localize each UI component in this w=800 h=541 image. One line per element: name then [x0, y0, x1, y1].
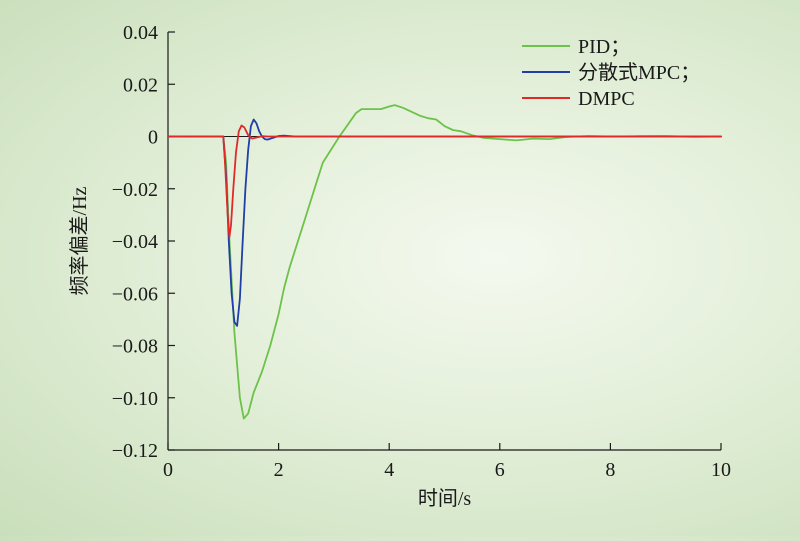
y-tick-label: 0	[148, 127, 158, 149]
x-tick-label: 10	[711, 459, 731, 481]
legend: PID； 分散式MPC； DMPC	[522, 36, 700, 110]
y-tick-label: −0.10	[112, 388, 158, 410]
series-line-0	[167, 104, 722, 420]
series-lines	[167, 104, 722, 420]
y-axis-title: 频率偏差/Hz	[68, 186, 91, 295]
y-tick-label: −0.06	[112, 283, 158, 305]
x-tick-label: 4	[384, 459, 394, 481]
y-tick-label: 0.04	[123, 22, 158, 44]
x-tick-label: 2	[274, 459, 284, 481]
legend-label: PID；	[578, 36, 630, 58]
x-axis-ticks: 0 2 4 6 8 10	[163, 443, 731, 481]
x-tick-label: 6	[495, 459, 505, 481]
x-tick-label: 8	[605, 459, 615, 481]
legend-label: DMPC	[578, 88, 635, 110]
y-tick-label: −0.04	[112, 231, 158, 253]
y-tick-label: 0.02	[123, 74, 158, 96]
y-axis-ticks: 0.04 0.02 0 −0.02 −0.04 −0.06 −0.08 −0.10 −0.12	[112, 22, 175, 462]
y-tick-label: −0.02	[112, 179, 158, 201]
legend-label: 分散式MPC；	[578, 61, 700, 84]
series-line-1	[167, 118, 722, 327]
y-tick-label: −0.12	[112, 440, 158, 462]
series-line-2	[167, 124, 722, 238]
y-tick-label: −0.08	[112, 336, 158, 358]
x-tick-label: 0	[163, 459, 173, 481]
axes	[167, 32, 721, 451]
x-axis-title: 时间/s	[418, 487, 472, 510]
